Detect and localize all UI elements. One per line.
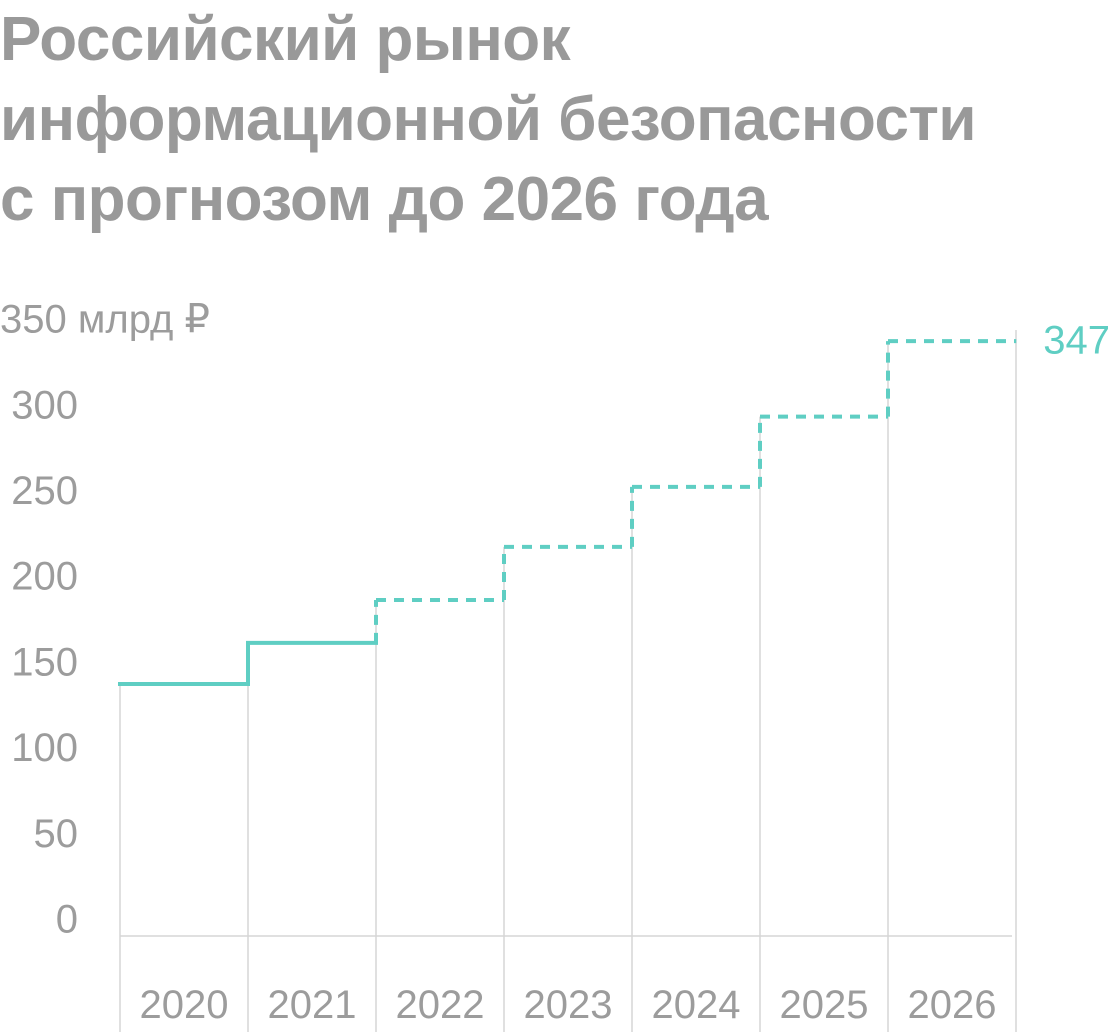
y-tick-label-100: 100 (11, 726, 78, 770)
x-tick-label-2023: 2023 (524, 983, 613, 1027)
series-actual-line (118, 640, 378, 686)
x-tick-label-2021: 2021 (268, 983, 357, 1027)
y-tick-label-250: 250 (11, 469, 78, 513)
grid-layer (119, 330, 1017, 1032)
x-tick-label-2022: 2022 (396, 983, 485, 1027)
y-tick-label-300: 300 (11, 383, 78, 427)
y-tick-label-200: 200 (11, 555, 78, 599)
end-value-label: 347 (1043, 319, 1110, 363)
y-axis-ticks: 0 50 100 150 200 250 300 350 млрд ₽ (0, 298, 210, 942)
y-tick-label-350: 350 млрд ₽ (0, 298, 210, 342)
annotation-layer: 347 (1043, 319, 1110, 363)
y-tick-label-0: 0 (56, 898, 78, 942)
x-tick-label-2020: 2020 (140, 983, 229, 1027)
x-tick-label-2024: 2024 (652, 983, 741, 1027)
chart-title: Российский рынок информационной безопасн… (0, 0, 1120, 240)
x-tick-label-2025: 2025 (780, 983, 869, 1027)
x-tick-label-2026: 2026 (908, 983, 997, 1027)
series-forecast-line (374, 339, 1016, 643)
chart-title-line-1: Российский рынок (0, 5, 571, 74)
chart-title-line-3: с прогнозом до 2026 года (0, 165, 769, 234)
series-layer (118, 339, 1016, 686)
y-tick-label-150: 150 (11, 640, 78, 684)
x-axis-ticks: 2020 2021 2022 2023 2024 2025 2026 (140, 983, 997, 1027)
chart-title-line-2: информационной безопасности (0, 85, 976, 154)
y-tick-label-50: 50 (34, 812, 79, 856)
